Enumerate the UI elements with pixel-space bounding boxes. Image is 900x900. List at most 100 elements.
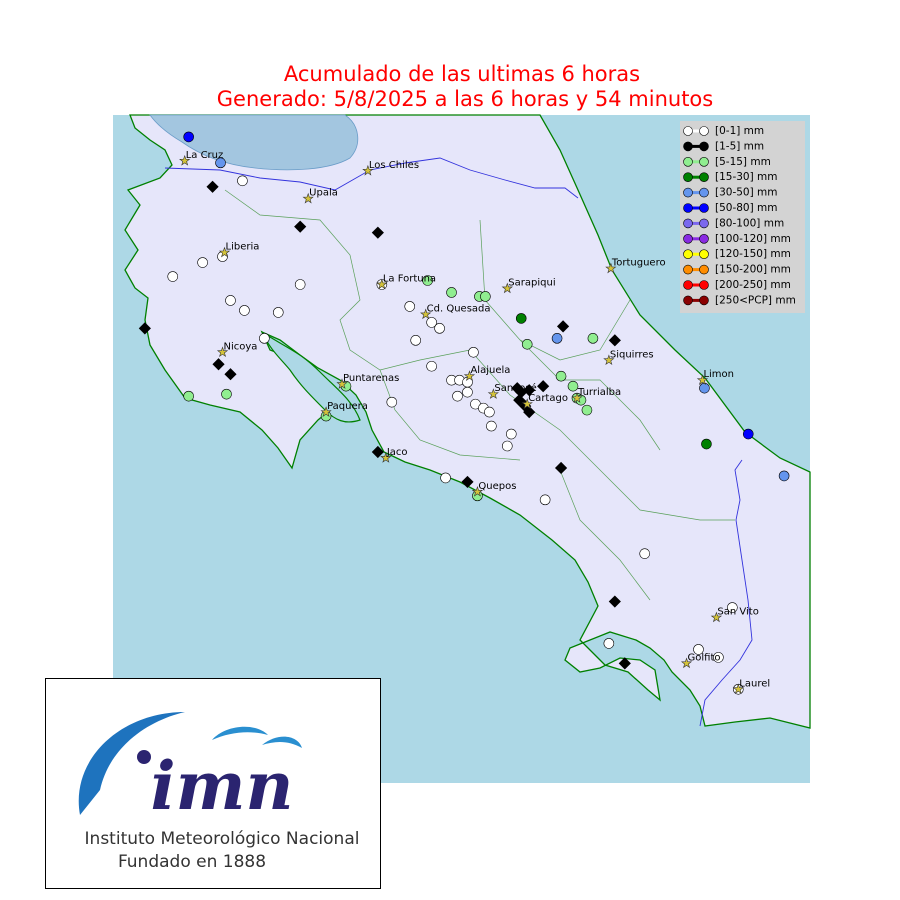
station-marker [239, 305, 250, 316]
station-marker [212, 358, 225, 371]
station-marker [701, 438, 712, 450]
logo-brand: imn [151, 747, 294, 825]
station-marker [294, 279, 306, 290]
legend-swatch [683, 264, 693, 275]
station-marker [259, 333, 270, 344]
station-marker [742, 428, 754, 440]
city-marker [336, 378, 348, 389]
legend-label: [150-200] mm [715, 264, 791, 276]
city-marker [380, 452, 392, 463]
city-label: Cd. Quesada [427, 303, 491, 314]
station-marker [371, 445, 384, 459]
title-line-1: Acumulado de las ultimas 6 horas [284, 62, 640, 86]
city-label: La Fortuna [383, 273, 436, 284]
station-marker [551, 333, 563, 344]
city-marker [320, 406, 332, 417]
station-marker [581, 404, 593, 416]
station-marker [639, 548, 651, 559]
logo-arc [262, 736, 302, 748]
station-marker [486, 420, 497, 432]
city-marker [732, 683, 744, 695]
station-marker [713, 652, 724, 663]
station-marker [426, 317, 437, 328]
station-marker [225, 295, 236, 306]
city-label: Nicoya [224, 341, 258, 352]
city-marker [501, 282, 513, 294]
station-marker [183, 390, 194, 402]
city-marker [605, 262, 617, 274]
city-label: San José [494, 382, 536, 394]
station-marker [555, 370, 567, 382]
city-label: Puntarenas [343, 373, 399, 384]
legend-swatch [699, 234, 709, 244]
station-marker [618, 657, 631, 670]
station-marker [468, 346, 479, 358]
legend-swatch [699, 280, 709, 290]
city-label: La Cruz [186, 150, 224, 161]
city-label: Limon [703, 369, 734, 380]
legend-label: [30-50] mm [715, 187, 778, 199]
station-marker [603, 638, 615, 649]
legend-swatch [683, 187, 693, 198]
station-marker [608, 595, 621, 608]
legend-swatch [699, 187, 709, 198]
legend-label: [1-5] mm [715, 140, 764, 152]
logo: imn Instituto Meteorológico Nacional Fun… [45, 678, 381, 889]
city-marker [710, 611, 723, 623]
station-marker [386, 396, 398, 408]
legend-swatch [699, 295, 709, 306]
city-marker [216, 346, 229, 358]
station-marker [167, 271, 179, 282]
legend-label: [80-100] mm [715, 217, 784, 229]
city-label: Upala [309, 188, 338, 199]
legend-swatch [699, 157, 709, 167]
city-marker [179, 155, 191, 166]
legend-label: [5-15] mm [715, 156, 771, 168]
station-marker [567, 380, 579, 392]
city-marker [218, 246, 231, 258]
city-marker [463, 370, 476, 382]
station-marker [484, 406, 495, 418]
city-label: Alajuela [470, 365, 510, 376]
city-label: Cartago [528, 393, 568, 404]
legend-swatch [699, 203, 709, 213]
station-marker [554, 461, 568, 475]
station-marker [515, 313, 527, 324]
legend-swatch [683, 157, 693, 167]
city-marker [680, 657, 693, 669]
city-label: Paquera [327, 401, 368, 412]
legend-swatch [699, 172, 709, 182]
border-nicaragua [164, 157, 579, 199]
station-marker [452, 390, 463, 402]
station-marker [440, 472, 451, 484]
legend-swatch [683, 141, 693, 152]
legend-label: [100-120] mm [715, 233, 791, 245]
station-marker [778, 470, 790, 482]
legend-swatch [699, 249, 709, 259]
legend-swatch [683, 218, 693, 229]
legend-label: [0-1] mm [715, 125, 764, 137]
station-marker [461, 475, 474, 488]
title-line-2: Generado: 5/8/2025 a las 6 horas y 54 mi… [217, 87, 713, 111]
legend-swatch [683, 249, 693, 259]
border-panama [699, 459, 753, 727]
legend-box [680, 121, 805, 313]
station-marker [422, 275, 433, 286]
station-marker [426, 360, 437, 372]
legend-swatch [683, 172, 693, 182]
legend-swatch [699, 126, 709, 136]
city-label: Siquirres [610, 349, 654, 360]
city-label: Liberia [226, 242, 260, 253]
legend-label: [250<PCP] mm [715, 294, 796, 306]
station-marker [371, 226, 384, 239]
city-label: San Vito [717, 606, 758, 617]
station-marker [434, 323, 445, 334]
station-marker [294, 220, 307, 233]
city-marker [302, 192, 314, 204]
city-label: Turrialba [577, 387, 621, 398]
legend-label: [50-80] mm [715, 202, 778, 214]
city-label: Los Chiles [369, 160, 419, 171]
legend-swatch [699, 264, 709, 275]
city-label: Jaco [386, 447, 408, 458]
station-marker [221, 388, 232, 400]
